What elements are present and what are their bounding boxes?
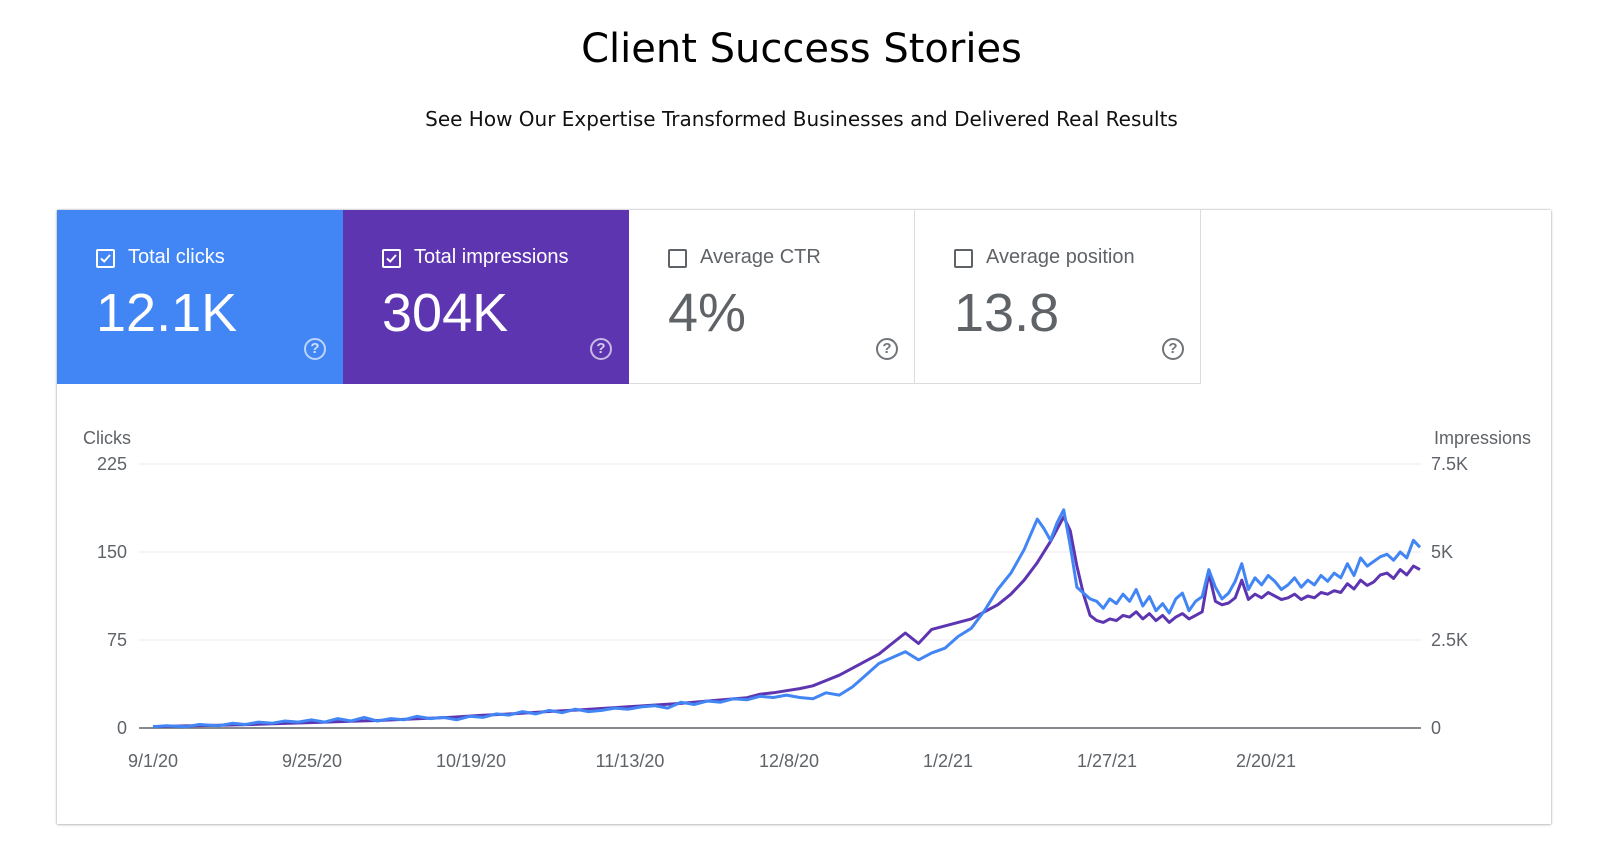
- metric-value: 13.8: [954, 283, 1060, 343]
- performance-panel: Total clicks 12.1K ? Total impressions 3…: [57, 210, 1551, 824]
- y-right-tick-label: 7.5K: [1431, 454, 1468, 474]
- question-circle-icon[interactable]: ?: [1162, 338, 1184, 360]
- metric-card-average-ctr[interactable]: Average CTR 4% ?: [629, 210, 915, 384]
- y-left-tick-label: 150: [97, 542, 127, 562]
- page-subtitle: See How Our Expertise Transformed Busine…: [425, 107, 1178, 131]
- checkbox-icon[interactable]: [668, 249, 687, 268]
- metric-value: 4%: [668, 283, 747, 343]
- checkbox-icon[interactable]: [96, 249, 115, 268]
- x-tick-label: 11/13/20: [596, 751, 665, 771]
- question-circle-icon[interactable]: ?: [876, 338, 898, 360]
- checkbox-icon[interactable]: [954, 249, 973, 268]
- page-title: Client Success Stories: [581, 26, 1022, 72]
- x-tick-label: 12/8/20: [759, 751, 819, 771]
- y-left-tick-label: 75: [107, 630, 127, 650]
- x-tick-label: 9/1/20: [128, 751, 178, 771]
- metric-label: Average position: [986, 246, 1135, 268]
- metric-label: Total impressions: [414, 246, 569, 268]
- y-right-axis-title: Impressions: [1434, 428, 1531, 448]
- metric-card-average-position[interactable]: Average position 13.8 ?: [915, 210, 1201, 384]
- y-left-axis-title: Clicks: [83, 428, 131, 448]
- question-circle-icon[interactable]: ?: [590, 338, 612, 360]
- y-right-tick-label: 5K: [1431, 542, 1453, 562]
- clicks-series-line: [152, 508, 1422, 729]
- x-tick-label: 1/27/21: [1077, 751, 1137, 771]
- metric-card-total-clicks[interactable]: Total clicks 12.1K ?: [57, 210, 343, 384]
- x-tick-label: 1/2/21: [923, 751, 973, 771]
- metric-value: 304K: [382, 283, 509, 343]
- y-right-tick-label: 2.5K: [1431, 630, 1468, 650]
- metric-label: Average CTR: [700, 246, 821, 268]
- metric-card-total-impressions[interactable]: Total impressions 304K ?: [343, 210, 629, 384]
- y-left-tick-label: 225: [97, 454, 127, 474]
- metric-label: Total clicks: [128, 246, 225, 268]
- y-right-tick-label: 0: [1431, 718, 1441, 738]
- x-tick-label: 10/19/20: [436, 751, 506, 771]
- x-tick-label: 2/20/21: [1236, 751, 1296, 771]
- question-circle-icon[interactable]: ?: [304, 338, 326, 360]
- y-left-tick-label: 0: [117, 718, 127, 738]
- checkbox-icon[interactable]: [382, 249, 401, 268]
- x-tick-label: 9/25/20: [282, 751, 342, 771]
- metric-value: 12.1K: [96, 283, 238, 343]
